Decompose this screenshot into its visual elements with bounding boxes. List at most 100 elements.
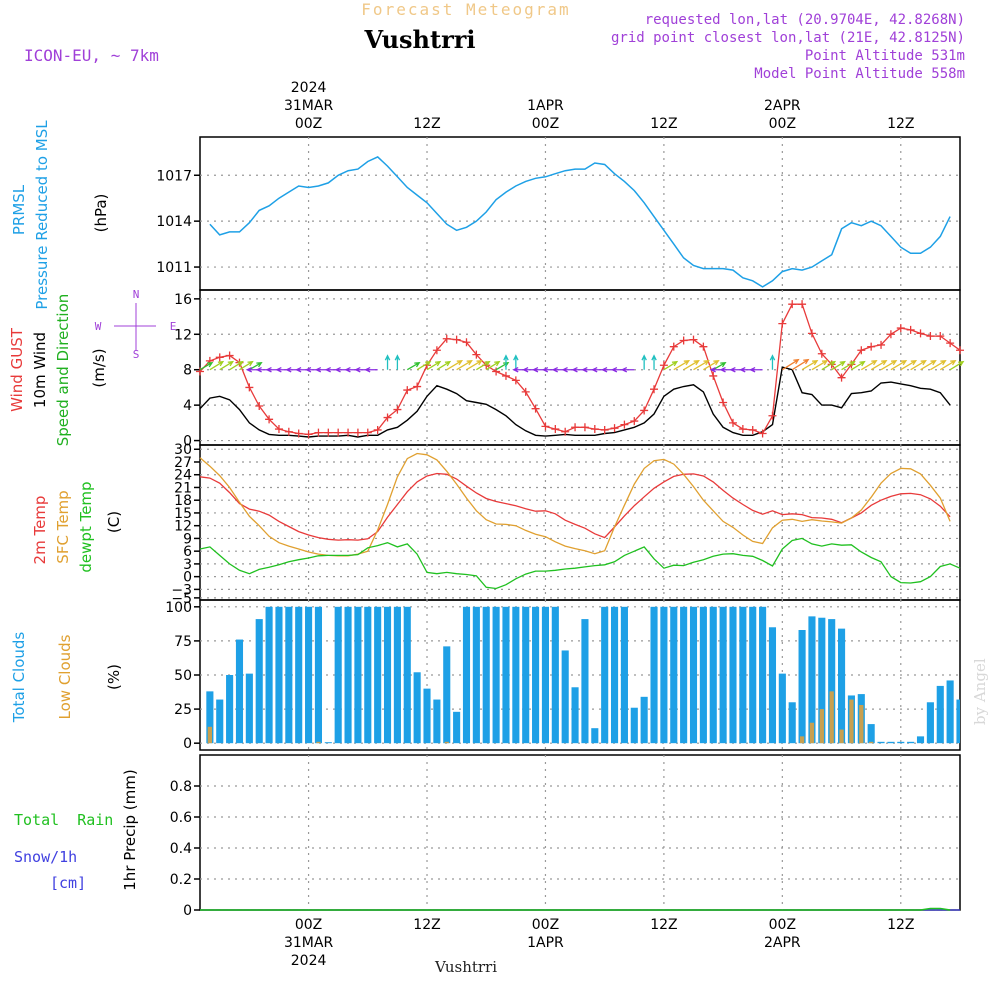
wind-arrow bbox=[641, 354, 647, 370]
wind-arrow bbox=[651, 354, 657, 370]
total-cloud-bar bbox=[364, 606, 372, 744]
model-point-altitude: Model Point Altitude 558m bbox=[754, 66, 965, 82]
total-cloud-bar bbox=[413, 672, 421, 744]
wind-arrow bbox=[219, 360, 235, 371]
bottom-time-label: 1APR bbox=[527, 935, 564, 951]
total-cloud-bar bbox=[650, 606, 658, 744]
wind-arrow bbox=[910, 359, 927, 371]
gust-marker bbox=[699, 342, 708, 351]
wind-arrow bbox=[781, 358, 800, 371]
model-name: ICON-EU, ~ 7km bbox=[24, 46, 159, 65]
sfc-temp-line bbox=[199, 452, 951, 557]
total-cloud-bar bbox=[561, 650, 569, 744]
gust-label: Wind GUST bbox=[8, 327, 26, 412]
total-cloud-bar bbox=[472, 606, 480, 744]
gust-marker bbox=[877, 340, 886, 349]
total-cloud-bar bbox=[571, 687, 579, 744]
total-cloud-bar bbox=[324, 742, 332, 744]
total-cloud-bar bbox=[285, 606, 293, 744]
clouds-tick-label: 75 bbox=[174, 634, 192, 650]
total-cloud-bar bbox=[344, 606, 352, 744]
gust-marker bbox=[334, 428, 343, 437]
total-cloud-bar bbox=[640, 696, 648, 744]
clouds-tick-label: 0 bbox=[183, 736, 192, 752]
temp-tick-label: 18 bbox=[174, 493, 192, 509]
gust-marker bbox=[886, 330, 895, 339]
total-cloud-bar bbox=[877, 741, 885, 744]
precip-tick-label: 0.2 bbox=[170, 872, 192, 888]
total-cloud-bar bbox=[867, 724, 875, 744]
top-time-label: 00Z bbox=[532, 116, 559, 132]
wind-arrow bbox=[485, 360, 501, 371]
gust-marker bbox=[926, 332, 935, 341]
total-cloud-bar bbox=[630, 707, 638, 744]
bottom-time-label: 00Z bbox=[295, 917, 322, 933]
gust-marker bbox=[403, 386, 412, 395]
total-cloud-bar bbox=[818, 617, 826, 744]
top-time-label: 1APR bbox=[527, 98, 564, 114]
gust-marker bbox=[817, 349, 826, 358]
wind-arrow bbox=[831, 360, 846, 371]
top-time-label: 00Z bbox=[295, 116, 322, 132]
wind-arrow bbox=[476, 360, 491, 371]
wind-arrow bbox=[446, 359, 464, 371]
precip-tick-label: 0.4 bbox=[170, 841, 192, 857]
wind-arrow bbox=[436, 360, 452, 371]
gust-marker bbox=[738, 425, 747, 434]
temp-tick-label: −3 bbox=[171, 582, 192, 598]
total-cloud-bar bbox=[275, 606, 283, 744]
gust-marker bbox=[442, 334, 451, 343]
total-cloud-bar bbox=[502, 606, 510, 744]
gust-marker bbox=[650, 385, 659, 394]
wind-arrow bbox=[870, 359, 888, 371]
gust-marker bbox=[413, 382, 422, 391]
gust-marker bbox=[304, 430, 313, 439]
low-cloud-bar bbox=[809, 722, 815, 744]
wind-arrow bbox=[693, 359, 710, 371]
gust-marker bbox=[778, 319, 787, 328]
gust-marker bbox=[620, 420, 629, 429]
precip-tick-label: 0.6 bbox=[170, 810, 192, 826]
wind-arrow bbox=[663, 360, 679, 371]
gust-marker bbox=[255, 402, 264, 411]
temp-tick-label: 0 bbox=[183, 570, 192, 586]
gust-marker bbox=[748, 425, 757, 434]
gust-marker bbox=[452, 335, 461, 344]
gust-marker bbox=[531, 404, 540, 413]
gust-marker bbox=[284, 427, 293, 436]
gust-marker bbox=[659, 361, 668, 370]
total-cloud-bar bbox=[768, 627, 777, 744]
total-cloud-bar bbox=[265, 606, 273, 744]
wind-tick-label: 12 bbox=[174, 327, 192, 343]
total-cloud-bar bbox=[206, 691, 214, 744]
total-cloud-bar bbox=[512, 606, 520, 744]
total-cloud-bar bbox=[709, 606, 717, 744]
bottom-time-label: 12Z bbox=[650, 917, 677, 933]
pressure-tick-label: 1017 bbox=[156, 168, 192, 184]
clouds-unit: (%) bbox=[105, 664, 123, 690]
total-cloud-bar bbox=[956, 699, 960, 744]
pressure-label: PRMSL bbox=[10, 184, 28, 235]
wind-arrow bbox=[239, 360, 254, 371]
total-cloud-bar bbox=[334, 606, 342, 744]
gust-marker bbox=[946, 339, 955, 348]
total-cloud-bar bbox=[610, 606, 619, 744]
total-cloud-bar bbox=[433, 699, 441, 744]
top-time-label: 2024 bbox=[291, 80, 327, 96]
gust-marker bbox=[196, 367, 204, 376]
wind-arrow bbox=[890, 359, 908, 371]
gust-marker bbox=[511, 376, 520, 385]
total-cloud-bar bbox=[759, 606, 767, 744]
pressure-sublabel: Pressure Reduced to MSL bbox=[33, 120, 51, 310]
bottom-time-label: 12Z bbox=[413, 917, 440, 933]
compass-east: E bbox=[170, 320, 177, 333]
wind-compass: N S W E bbox=[95, 288, 177, 361]
total-cloud-bar bbox=[226, 675, 234, 744]
total-cloud-bar bbox=[916, 736, 925, 744]
wind-arrow bbox=[920, 359, 937, 371]
rain-line bbox=[200, 907, 951, 911]
total-cloud-bar bbox=[305, 606, 313, 744]
wind-arrow bbox=[769, 354, 776, 370]
compass-south: S bbox=[133, 348, 140, 361]
temp-tick-label: 30 bbox=[174, 442, 192, 458]
